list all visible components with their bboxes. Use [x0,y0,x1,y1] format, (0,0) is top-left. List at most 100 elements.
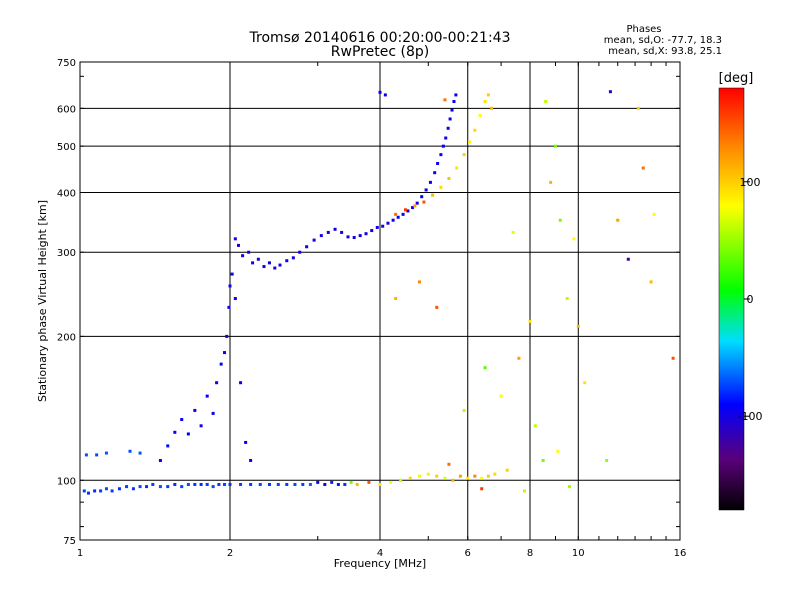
data-point-o [199,482,203,486]
data-point-o [276,482,280,486]
data-point-o [439,153,443,157]
data-point-o [186,432,190,436]
data-point-o [330,480,334,484]
data-point-o [99,489,103,493]
data-point-x [544,100,548,104]
chart-title: Tromsø 20140616 00:20:00-00:21:43 [249,30,511,46]
data-point-x [466,476,470,480]
data-point-o [352,236,356,240]
data-point-x [378,482,382,486]
data-point-o [110,489,114,493]
data-point-x [556,449,560,453]
data-point-o [199,424,203,428]
data-point-x [583,381,587,385]
data-point-o [326,230,330,234]
data-point-x [473,474,477,478]
y-tick-label: 400 [57,188,76,199]
data-point-x [403,208,407,212]
data-point-o [278,263,282,267]
data-point-o [420,195,424,199]
data-point-o [323,482,327,486]
colorbar-tick-label: 100 [740,176,761,189]
y-axis-label: Stationary phase Virtual Height [km] [36,200,49,402]
data-point-x [355,482,359,486]
data-point-o [301,482,305,486]
data-point-x [505,468,509,472]
data-point-o [411,206,415,210]
data-point-o [239,381,243,385]
data-point-x [435,474,439,478]
data-point-x [478,113,482,117]
data-point-o [383,93,387,97]
data-point-x [417,280,421,284]
data-point-x [349,480,353,484]
x-axis-label: Frequency [MHz] [334,557,426,570]
colorbar-tick-label: 0 [747,293,754,306]
x-tick-label: 16 [674,548,687,559]
data-point-x [413,204,417,208]
data-point-x [608,90,612,94]
plot-frame [79,61,681,541]
data-point-o [433,171,437,175]
data-point-o [241,254,245,258]
data-point-o [262,265,266,269]
data-point-x [553,144,557,148]
data-point-o [333,227,337,231]
data-point-o [233,297,237,301]
x-tick-label: 2 [227,548,233,559]
x-tick-label: 8 [527,548,533,559]
data-point-o [95,453,99,457]
data-point-o [193,408,197,412]
data-point-x [426,472,430,476]
chart-subtitle: RwPretec (8p) [331,44,429,60]
data-point-o [454,93,458,97]
data-point-o [293,482,297,486]
data-point-o [285,259,289,263]
data-point-o [211,485,215,489]
data-point-o [364,232,368,236]
data-point-o [228,284,232,288]
data-point-o [193,482,197,486]
y-tick-label: 500 [57,142,76,153]
data-point-x [486,474,490,478]
data-point-o [446,126,450,130]
y-tick-label: 300 [57,248,76,259]
data-point-x [417,474,421,478]
data-point-x [605,458,609,462]
data-point-x [408,476,412,480]
data-point-o [291,256,295,260]
data-point-o [401,212,405,216]
data-point-x [490,106,494,110]
data-point-x [468,140,472,144]
data-point-o [452,100,456,104]
data-point-x [480,487,484,491]
data-point-o [131,487,135,491]
data-point-o [230,272,234,276]
data-point-o [391,218,395,222]
data-point-o [370,229,374,233]
x-tick-label: 6 [465,548,471,559]
colorbar-tick-label: -100 [738,410,763,423]
data-point-x [389,480,393,484]
data-point-o [305,245,309,249]
data-point-o [316,480,320,484]
data-point-o [145,485,149,489]
data-point-x [528,319,532,323]
data-point-o [205,482,209,486]
data-point-o [93,489,97,493]
data-point-o [158,458,162,462]
data-point-o [308,482,312,486]
data-point-o [233,237,237,241]
data-point-x [455,166,459,170]
data-point-o [267,482,271,486]
data-point-o [273,266,277,270]
data-point-o [186,482,190,486]
data-point-x [399,478,403,482]
data-point-x [462,153,466,157]
data-point-o [84,453,88,457]
data-point-o [319,234,323,238]
y-tick-label: 750 [57,58,76,69]
data-point-x [431,193,435,197]
data-point-o [217,482,221,486]
data-point-x [480,476,484,480]
